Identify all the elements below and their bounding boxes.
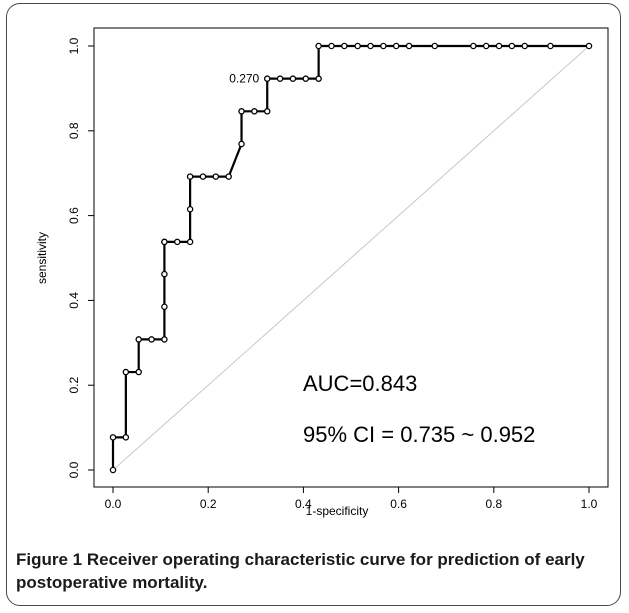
x-tick-label: 0.4 xyxy=(295,497,312,511)
plot-border xyxy=(93,27,609,488)
roc-point xyxy=(135,368,142,376)
roc-point xyxy=(263,75,271,82)
roc-point xyxy=(521,42,528,50)
roc-point xyxy=(276,75,284,82)
roc-point xyxy=(161,238,168,246)
roc-point xyxy=(109,434,117,441)
roc-point xyxy=(122,434,130,441)
roc-point xyxy=(341,42,348,50)
roc-point xyxy=(212,173,220,180)
roc-point xyxy=(431,42,439,50)
roc-point xyxy=(251,108,258,115)
roc-point xyxy=(328,42,335,50)
roc-point xyxy=(174,238,181,246)
roc-point xyxy=(354,42,361,50)
roc-point xyxy=(547,42,554,50)
auc-annotation: AUC=0.843 xyxy=(303,371,417,396)
x-tick-label: 0.0 xyxy=(105,497,122,511)
roc-point xyxy=(495,42,503,50)
roc-point xyxy=(482,42,490,50)
roc-point xyxy=(315,75,322,82)
roc-point xyxy=(122,368,130,376)
roc-point xyxy=(199,173,207,180)
roc-point xyxy=(585,42,593,50)
roc-point xyxy=(367,42,374,50)
roc-chart: 0.0 0.2 0.4 0.6 0.8 1.0 0.0 0.2 0.4 0.6 0.8 1.0 0.27… xyxy=(35,27,609,518)
threshold-label: 0.270 xyxy=(229,72,259,86)
y-tick-label: 0.4 xyxy=(67,292,81,309)
roc-point xyxy=(470,42,477,50)
y-tick-label: 1.0 xyxy=(67,37,81,54)
roc-point xyxy=(135,336,142,343)
x-tick-label: 0.8 xyxy=(485,497,502,511)
roc-point xyxy=(238,140,245,148)
roc-point xyxy=(148,336,155,343)
figure-frame xyxy=(6,3,621,606)
roc-point xyxy=(380,42,387,50)
caption-label: Figure 1 xyxy=(16,550,83,569)
roc-point xyxy=(186,205,194,213)
caption-text: Receiver operating characteristic curve … xyxy=(16,550,585,592)
roc-point xyxy=(508,42,516,50)
roc-point xyxy=(186,238,194,246)
roc-point xyxy=(186,173,194,180)
roc-point xyxy=(238,108,245,115)
reference-diagonal xyxy=(112,45,590,471)
roc-point xyxy=(315,42,322,50)
roc-point xyxy=(405,42,413,50)
roc-point xyxy=(161,303,168,311)
y-axis-label: sensitivity xyxy=(35,232,49,284)
x-tick-label: 0.6 xyxy=(390,497,407,511)
y-tick-label: 0.8 xyxy=(67,122,81,139)
y-tick-label: 0.2 xyxy=(67,377,81,394)
figure-caption: Figure 1 Receiver operating characterist… xyxy=(16,548,616,594)
roc-point xyxy=(161,270,168,278)
roc-point xyxy=(289,75,297,82)
x-tick-label: 1.0 xyxy=(581,497,598,511)
y-tick-label: 0.0 xyxy=(67,461,81,478)
x-axis-label: 1-specificity xyxy=(306,504,369,518)
roc-point xyxy=(392,42,400,50)
x-tick-label: 0.2 xyxy=(200,497,217,511)
ci-annotation: 95% CI = 0.735 ~ 0.952 xyxy=(303,422,535,447)
roc-point xyxy=(263,108,271,115)
roc-point xyxy=(109,466,117,474)
y-tick-label: 0.6 xyxy=(67,207,81,224)
roc-point xyxy=(225,173,232,180)
roc-point xyxy=(302,75,310,82)
roc-point xyxy=(161,336,168,343)
